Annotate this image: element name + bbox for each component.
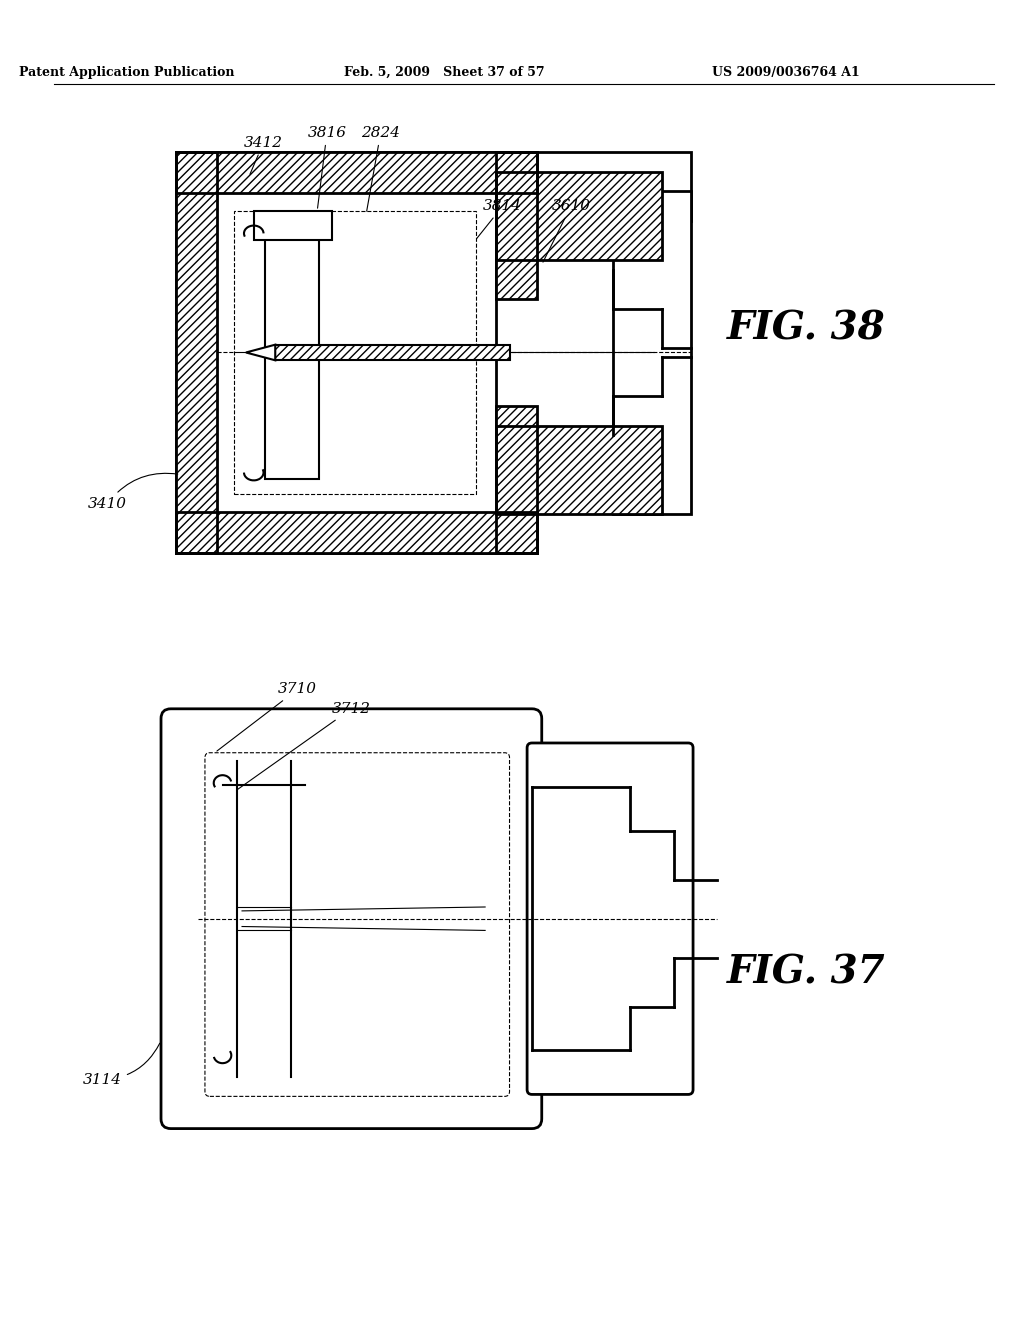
Bar (496, 152, 537, 298)
Text: 3814: 3814 (465, 199, 522, 252)
Bar (496, 220, 662, 484)
Bar (496, 172, 662, 260)
Bar (254, 211, 332, 240)
Bar (176, 152, 217, 553)
Bar (496, 172, 662, 260)
Text: FIG. 38: FIG. 38 (727, 309, 886, 347)
Text: 3410: 3410 (88, 474, 178, 511)
Bar (496, 407, 537, 553)
Bar (234, 211, 476, 494)
Bar (176, 152, 537, 553)
Bar (176, 512, 537, 553)
Bar (496, 407, 537, 553)
Polygon shape (246, 345, 275, 360)
Bar (496, 426, 662, 513)
Bar (265, 235, 319, 479)
Bar (176, 512, 537, 553)
Bar (496, 152, 691, 220)
Text: 2824: 2824 (356, 125, 400, 267)
FancyBboxPatch shape (205, 752, 510, 1097)
Bar (613, 191, 691, 513)
Text: FIG. 37: FIG. 37 (727, 953, 886, 991)
Text: 3710: 3710 (217, 682, 317, 751)
Bar (176, 152, 537, 193)
Text: Feb. 5, 2009   Sheet 37 of 57: Feb. 5, 2009 Sheet 37 of 57 (344, 66, 545, 79)
Text: 3610: 3610 (543, 199, 591, 263)
Text: 3114: 3114 (83, 1043, 160, 1086)
Text: 3712: 3712 (237, 702, 371, 791)
Bar (275, 345, 510, 360)
Text: 3816: 3816 (307, 125, 346, 209)
Text: US 2009/0036764 A1: US 2009/0036764 A1 (712, 66, 860, 79)
Bar (496, 426, 662, 513)
Bar (176, 152, 537, 193)
Bar (496, 152, 537, 298)
Bar (176, 152, 217, 553)
FancyBboxPatch shape (161, 709, 542, 1129)
FancyBboxPatch shape (527, 743, 693, 1094)
Text: Patent Application Publication: Patent Application Publication (19, 66, 234, 79)
Text: 3412: 3412 (244, 136, 283, 174)
